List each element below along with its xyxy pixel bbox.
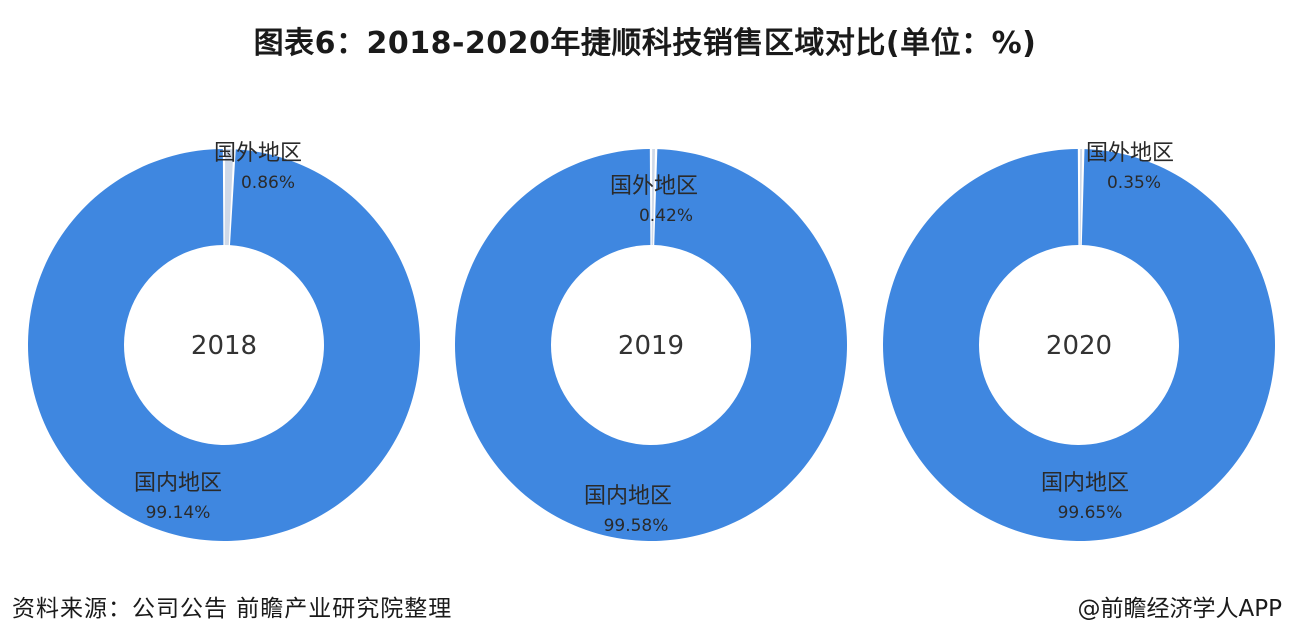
domestic-value: 99.65%	[1058, 503, 1123, 523]
slice-foreign-2019	[651, 149, 655, 246]
credit-note: @前瞻经济学人APP	[1077, 596, 1282, 622]
slice-foreign-2018	[224, 149, 234, 246]
year-label: 2018	[191, 331, 257, 361]
domestic-label: 国内地区	[584, 484, 672, 509]
donut-chart-2020: 2020 国外地区 0.35% 国内地区 99.65%	[883, 141, 1276, 541]
slice-foreign-2020	[1079, 149, 1083, 246]
donut-chart-2019: 2019 国外地区 0.42% 国内地区 99.58%	[455, 149, 848, 542]
source-note: 资料来源：公司公告 前瞻产业研究院整理	[12, 596, 453, 622]
year-label: 2020	[1046, 331, 1112, 361]
foreign-value: 0.35%	[1107, 173, 1161, 193]
donut-chart-2018: 2018 国外地区 0.86% 国内地区 99.14%	[28, 141, 421, 541]
chart-title: 图表6：2018-2020年捷顺科技销售区域对比(单位：%)	[253, 26, 1037, 61]
domestic-label: 国内地区	[1041, 471, 1129, 496]
foreign-label: 国外地区	[1086, 141, 1174, 166]
foreign-label: 国外地区	[610, 174, 698, 199]
slice-domestic-2018	[28, 149, 421, 541]
foreign-value: 0.86%	[241, 173, 295, 193]
foreign-label: 国外地区	[214, 141, 302, 166]
domestic-label: 国内地区	[134, 471, 222, 496]
slice-domestic-2019	[455, 149, 848, 542]
year-label: 2019	[618, 331, 684, 361]
domestic-value: 99.14%	[146, 503, 211, 523]
slice-domestic-2020	[883, 149, 1276, 541]
domestic-value: 99.58%	[604, 516, 669, 536]
foreign-value: 0.42%	[639, 206, 693, 226]
